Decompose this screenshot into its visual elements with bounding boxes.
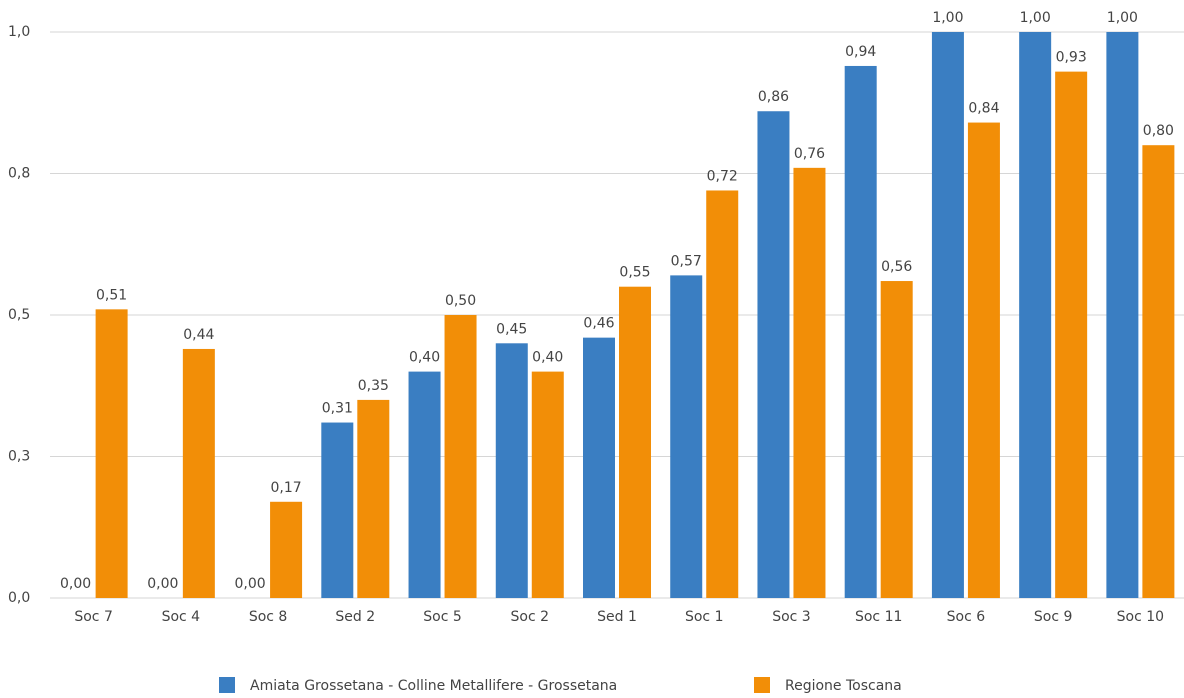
value-label: 0,46 <box>583 316 614 332</box>
bar <box>1055 71 1088 599</box>
value-label: 0,31 <box>322 401 353 417</box>
bar <box>880 281 913 598</box>
value-label: 0,00 <box>60 576 91 592</box>
value-label: 1,00 <box>1020 10 1051 26</box>
x-tick-label: Soc 7 <box>74 609 113 625</box>
value-label: 0,50 <box>445 293 476 309</box>
bar <box>931 32 964 598</box>
x-tick-label: Sed 2 <box>335 609 375 625</box>
value-label: 0,40 <box>409 350 440 366</box>
value-label: 0,40 <box>532 350 563 366</box>
value-label: 0,72 <box>707 168 738 184</box>
value-label: 0,44 <box>183 327 214 343</box>
x-tick-label: Soc 11 <box>855 609 902 625</box>
value-label: 1,00 <box>932 10 963 26</box>
value-label: 0,57 <box>671 253 702 269</box>
bar <box>1019 32 1052 598</box>
legend-swatch <box>754 677 770 693</box>
x-tick-label: Soc 5 <box>423 609 462 625</box>
x-tick-label: Sed 1 <box>597 609 637 625</box>
x-tick-label: Soc 3 <box>772 609 811 625</box>
x-tick-label: Soc 8 <box>249 609 288 625</box>
bar <box>757 111 790 599</box>
bar <box>1106 32 1139 598</box>
value-label: 0,93 <box>1056 50 1087 66</box>
bar <box>531 371 564 598</box>
x-tick-label: Soc 10 <box>1117 609 1164 625</box>
value-label: 0,86 <box>758 89 789 105</box>
value-label: 0,56 <box>881 259 912 275</box>
bar <box>670 275 703 598</box>
x-tick-label: Soc 1 <box>685 609 724 625</box>
bar <box>844 65 877 598</box>
legend-label: Amiata Grossetana - Colline Metallifere … <box>250 678 617 694</box>
y-tick-label: 0,5 <box>8 307 30 323</box>
bar <box>583 337 615 598</box>
bar <box>95 309 128 598</box>
bar <box>793 167 826 598</box>
y-tick-label: 0,8 <box>8 166 30 182</box>
value-label: 0,55 <box>619 265 650 281</box>
bar <box>270 501 303 598</box>
value-label: 0,17 <box>270 480 301 496</box>
bar <box>321 422 354 598</box>
x-tick-label: Soc 9 <box>1034 609 1073 625</box>
x-tick-label: Soc 4 <box>162 609 201 625</box>
bar <box>619 286 651 598</box>
bar <box>967 122 1000 598</box>
value-label: 1,00 <box>1107 10 1138 26</box>
legend-swatch <box>219 677 235 693</box>
value-label: 0,76 <box>794 146 825 162</box>
value-label: 0,45 <box>496 321 527 337</box>
value-label: 0,84 <box>968 101 999 117</box>
bar <box>706 190 739 599</box>
value-label: 0,80 <box>1143 123 1174 139</box>
bar <box>444 315 477 598</box>
value-label: 0,35 <box>358 378 389 394</box>
y-tick-label: 0,0 <box>8 590 30 606</box>
legend-label: Regione Toscana <box>785 678 902 694</box>
bar <box>357 399 390 598</box>
value-label: 0,00 <box>147 576 178 592</box>
x-tick-label: Soc 6 <box>947 609 986 625</box>
value-label: 0,00 <box>234 576 265 592</box>
x-tick-label: Soc 2 <box>511 609 550 625</box>
y-tick-label: 0,3 <box>8 449 30 465</box>
y-tick-label: 1,0 <box>8 24 30 40</box>
bar <box>1142 145 1175 598</box>
bar <box>182 348 215 598</box>
value-label: 0,51 <box>96 287 127 303</box>
value-label: 0,94 <box>845 44 876 60</box>
bar <box>495 343 528 598</box>
bar <box>408 371 441 598</box>
